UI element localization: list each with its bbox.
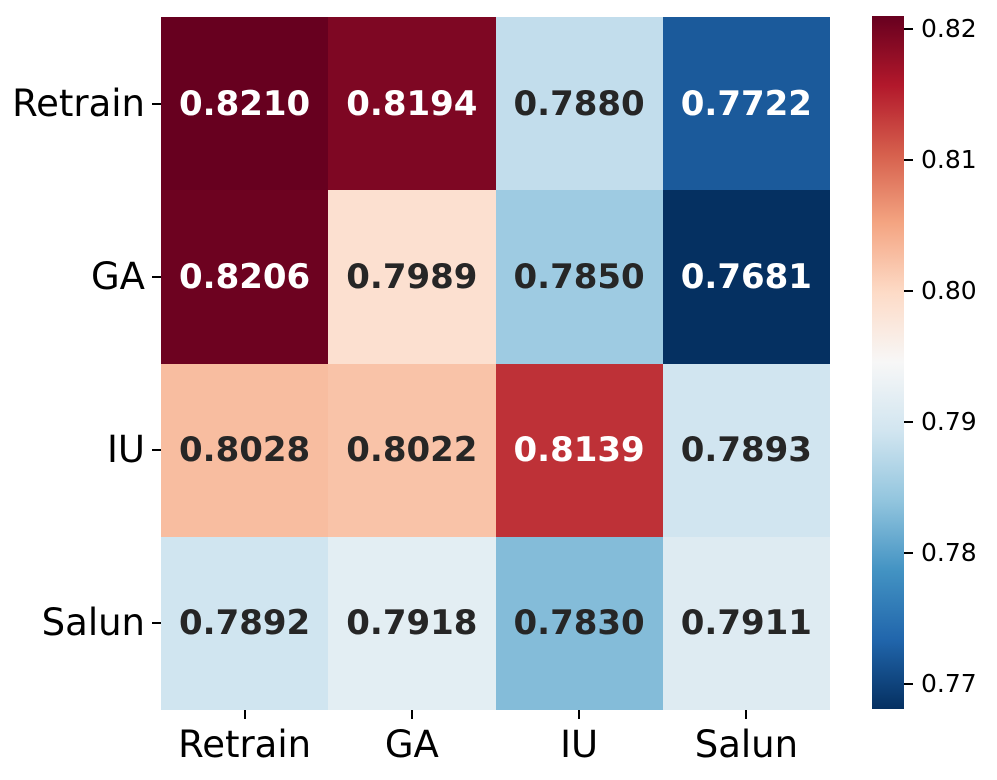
heatmap-cell-Retrain-Salun: 0.7722 <box>662 17 830 191</box>
colorbar-tick-label-0.79: 0.79 <box>921 407 977 437</box>
colorbar-tick-label-0.80: 0.80 <box>921 276 977 306</box>
colorbar-tick-mark-0.82 <box>904 28 913 31</box>
heatmap-cell-Retrain-Retrain: 0.8210 <box>161 17 329 191</box>
y-tick-label-Retrain: Retrain <box>12 81 145 125</box>
heatmap-cell-IU-Salun: 0.7893 <box>662 363 830 537</box>
y-tick-mark-GA <box>152 275 161 278</box>
heatmap-cell-Salun-IU: 0.7830 <box>495 536 663 710</box>
x-tick-label-Salun: Salun <box>694 723 799 766</box>
colorbar-tick-label-0.82: 0.82 <box>921 14 977 44</box>
x-tick-mark-IU <box>578 710 581 719</box>
colorbar-tick-label-0.78: 0.78 <box>921 538 977 568</box>
colorbar-tick-mark-0.79 <box>904 421 913 424</box>
y-tick-label-IU: IU <box>107 428 145 472</box>
heatmap-cell-Salun-Retrain: 0.7892 <box>161 536 329 710</box>
colorbar <box>872 16 904 709</box>
heatmap-cell-Salun-Salun: 0.7911 <box>662 536 830 710</box>
heatmap-grid: 0.8210 0.8194 0.7880 0.7722 0.8206 0.7989 0.78… <box>161 17 830 710</box>
colorbar-tick-mark-0.81 <box>904 159 913 162</box>
heatmap-cell-GA-GA: 0.7989 <box>328 190 496 364</box>
x-tick-label-Retrain: Retrain <box>178 723 312 766</box>
heatmap-cell-IU-GA: 0.8022 <box>328 363 496 537</box>
heatmap-cell-GA-Salun: 0.7681 <box>662 190 830 364</box>
x-tick-label-GA: GA <box>384 723 439 766</box>
heatmap-cell-IU-Retrain: 0.8028 <box>161 363 329 537</box>
y-tick-label-GA: GA <box>91 254 145 298</box>
x-tick-mark-Salun <box>745 710 748 719</box>
heatmap-cell-Retrain-IU: 0.7880 <box>495 17 663 191</box>
x-tick-label-IU: IU <box>560 723 599 766</box>
y-tick-mark-IU <box>152 449 161 452</box>
x-tick-mark-Retrain <box>243 710 246 719</box>
colorbar-tick-mark-0.80 <box>904 290 913 293</box>
colorbar-tick-mark-0.78 <box>904 552 913 555</box>
colorbar-tick-label-0.77: 0.77 <box>921 669 977 699</box>
y-tick-mark-Retrain <box>152 102 161 105</box>
colorbar-tick-label-0.81: 0.81 <box>921 145 977 175</box>
y-tick-label-Salun: Salun <box>41 601 145 645</box>
heatmap-cell-GA-IU: 0.7850 <box>495 190 663 364</box>
heatmap-cell-Salun-GA: 0.7918 <box>328 536 496 710</box>
heatmap-cell-IU-IU: 0.8139 <box>495 363 663 537</box>
y-tick-mark-Salun <box>152 622 161 625</box>
colorbar-tick-mark-0.77 <box>904 683 913 686</box>
x-tick-mark-GA <box>410 710 413 719</box>
heatmap-cell-Retrain-GA: 0.8194 <box>328 17 496 191</box>
heatmap-cell-GA-Retrain: 0.8206 <box>161 190 329 364</box>
